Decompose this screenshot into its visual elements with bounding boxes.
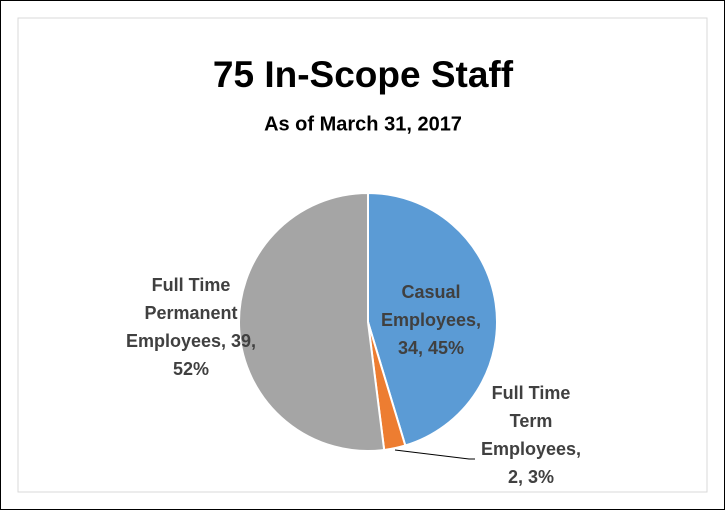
- data-label: Casual Employees, 34, 45%: [380, 282, 482, 358]
- leader-line: [394, 449, 475, 460]
- data-label: Full Time Term Employees, 2, 3%: [480, 383, 582, 487]
- chart-subtitle: As of March 31, 2017: [264, 113, 462, 135]
- chart-title: 75 In-Scope Staff: [213, 54, 514, 95]
- pie-slice: [367, 191, 498, 447]
- pie-slice: [238, 191, 386, 452]
- data-label: Full Time Permanent Employees, 39, 52%: [125, 275, 257, 379]
